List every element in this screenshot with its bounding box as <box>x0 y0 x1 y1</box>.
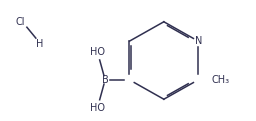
Text: B: B <box>102 75 109 85</box>
Text: CH₃: CH₃ <box>211 75 229 85</box>
Text: HO: HO <box>90 103 105 113</box>
Text: H: H <box>36 39 43 49</box>
Text: N: N <box>195 36 202 46</box>
Text: Cl: Cl <box>16 17 25 27</box>
Text: HO: HO <box>90 47 105 57</box>
